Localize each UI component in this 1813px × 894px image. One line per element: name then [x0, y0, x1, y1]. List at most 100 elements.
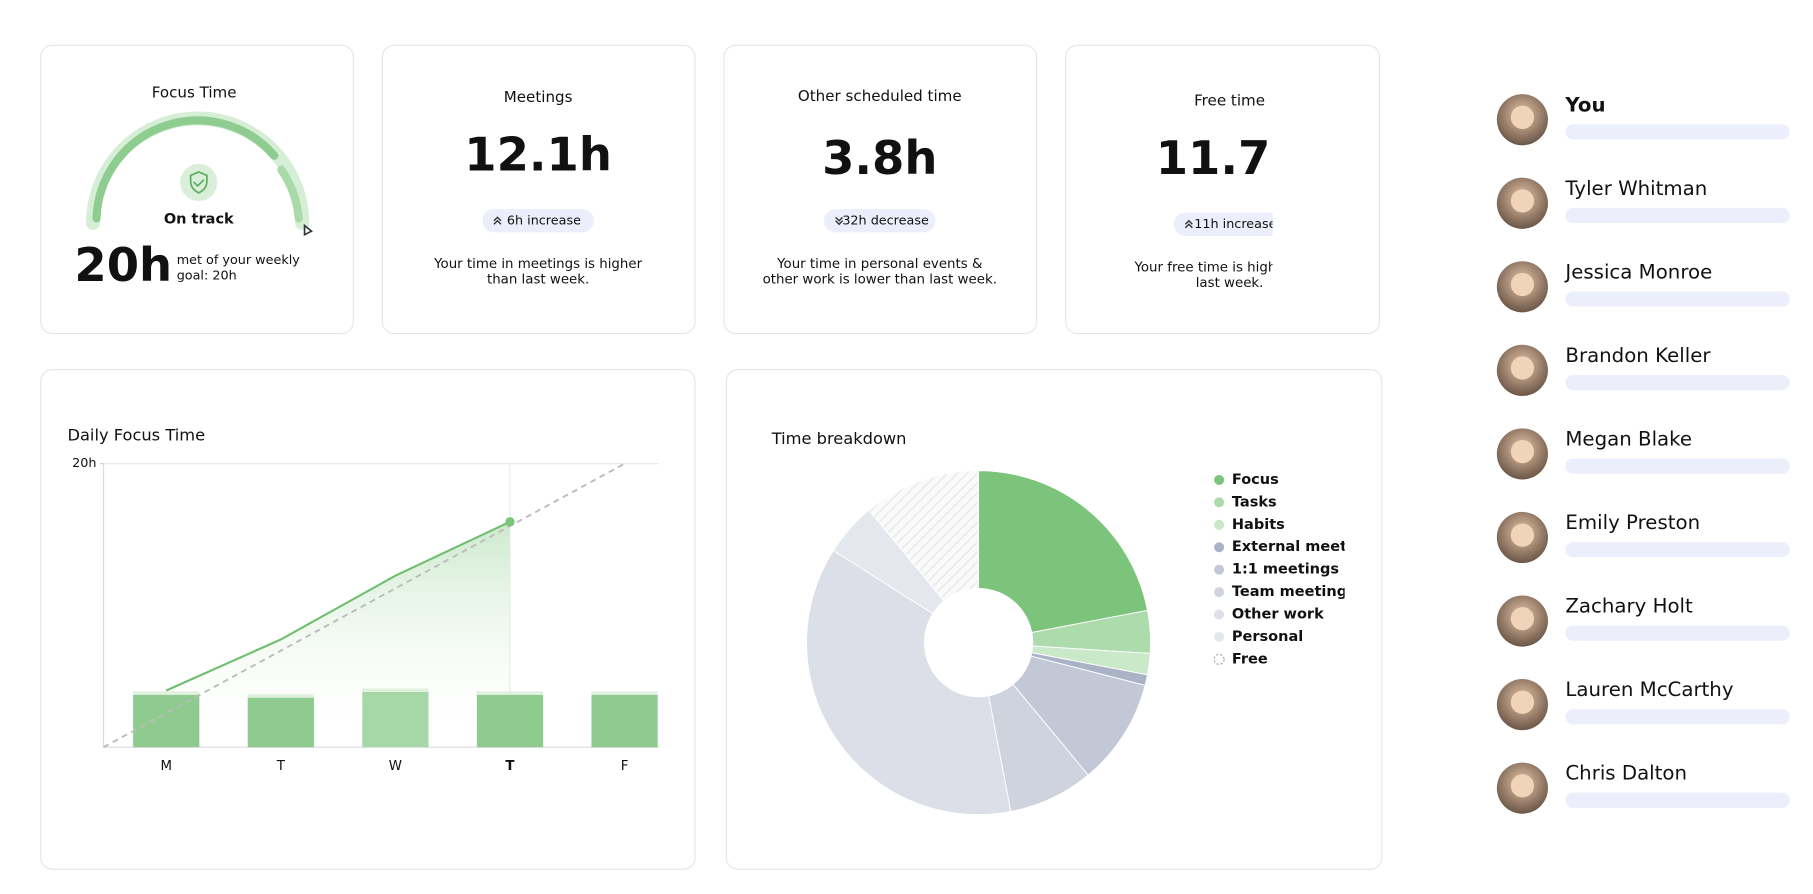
legend-label: Free [1232, 651, 1268, 667]
gauge [86, 111, 313, 237]
text: Your free time is higher than [1133, 260, 1324, 275]
bar-cap [476, 691, 544, 695]
avatar-face [1510, 607, 1535, 631]
legend-swatch [1214, 474, 1225, 485]
person-bar [1565, 542, 1790, 558]
goal-line [103, 462, 626, 749]
avatar-face [1510, 690, 1535, 714]
person-name: Chris Dalton [1565, 762, 1687, 785]
x-tick-label: M [160, 759, 172, 774]
legend-swatch [1214, 587, 1225, 598]
person-name: Emily Preston [1565, 511, 1700, 534]
avatar-face [1510, 523, 1535, 547]
person-name: Jessica Monroe [1563, 260, 1712, 283]
text: 20h [74, 238, 172, 292]
text: than last week. [487, 272, 589, 287]
trend-icon [835, 216, 844, 226]
legend-label: Habits [1232, 517, 1285, 533]
card [723, 44, 1038, 335]
gauge-fill [277, 165, 303, 223]
bar [247, 697, 314, 748]
text: Time breakdown [771, 429, 907, 448]
bar [133, 694, 200, 748]
text: 3.8h [822, 131, 937, 185]
x-tick-label: F [621, 759, 629, 774]
person-bar [1565, 792, 1790, 808]
gauge-fill [92, 116, 279, 223]
legend-swatch [1214, 542, 1225, 553]
text: goal: 20h [177, 268, 237, 283]
badge [482, 209, 594, 233]
text: last week. [1196, 276, 1264, 291]
person-bar [1565, 207, 1790, 224]
card [1065, 44, 1381, 335]
bar [476, 694, 544, 748]
avatar-face [1510, 439, 1535, 464]
badge [1173, 212, 1273, 236]
legend-label: 1:1 meetings [1232, 562, 1339, 578]
card [381, 44, 696, 335]
text: Meetings [504, 88, 573, 106]
trend-icon [1184, 219, 1193, 229]
pie-slice [806, 549, 1012, 816]
avatar-face [1510, 189, 1535, 213]
text: met of your weekly [177, 253, 301, 268]
text: Free time [1194, 92, 1265, 110]
donut-hole [923, 588, 1034, 698]
legend-label: Tasks [1232, 494, 1277, 510]
text: other work is lower than last week. [763, 272, 997, 287]
text: Your time in meetings is higher [433, 257, 642, 272]
bar [591, 694, 658, 748]
legend-swatch [1214, 609, 1225, 620]
person-bar [1565, 709, 1790, 725]
stat-card: Other scheduled time 3.8h 32h decrease Your… [763, 87, 997, 288]
avatar-face [1510, 356, 1535, 380]
person-name: Zachary Holt [1565, 595, 1693, 618]
text: On track [164, 212, 234, 228]
stat-card: Free time 11.7h 11h increase Your free time… [1133, 92, 1324, 291]
legend-swatch [1214, 519, 1225, 530]
avatar-face [1510, 105, 1535, 129]
stat-card: Meetings 12.1h 6h increase Your time in mee… [433, 88, 642, 287]
person-name: You [1564, 93, 1605, 116]
bar-cap [247, 694, 314, 698]
text: Daily Focus Time [67, 425, 205, 444]
gauge-marker [303, 223, 313, 237]
text: 11h increase [1194, 217, 1276, 232]
legend-label: Personal [1232, 629, 1303, 645]
cumulative-line [165, 520, 511, 692]
avatar-face [1510, 272, 1535, 297]
x-tick-label: T [276, 759, 286, 774]
person-name: Lauren McCarthy [1565, 678, 1733, 701]
bar-cap [133, 691, 200, 695]
badge [823, 209, 936, 233]
person-name: Tyler Whitman [1564, 177, 1707, 200]
text: 32h decrease [842, 213, 929, 228]
text: 11.7h [1156, 131, 1304, 185]
text: 12.1h [464, 128, 612, 182]
text: Other scheduled time [798, 87, 962, 105]
legend-swatch [1213, 653, 1225, 665]
text: Focus Time [152, 83, 237, 101]
shield-badge [180, 163, 218, 202]
legend-swatch [1214, 497, 1225, 508]
pie-slice [978, 470, 1149, 644]
text: Your time in personal events & [776, 257, 982, 272]
trend-icon [493, 216, 502, 225]
y-tick-label: 20h [72, 456, 96, 471]
legend: Focus Tasks Habits External meetings 1:1 mee… [1213, 472, 1381, 667]
today-dot [505, 517, 515, 527]
person-bar [1565, 458, 1790, 474]
bar-cap [591, 691, 658, 695]
person-bar [1565, 291, 1790, 307]
x-tick-label: T [505, 759, 515, 774]
legend-label: External meetings [1232, 539, 1381, 555]
bar-cap [362, 688, 429, 692]
legend-label: Team meetings [1232, 584, 1356, 600]
text: 6h increase [507, 213, 581, 228]
x-tick-label: W [389, 759, 402, 774]
legend-swatch [1214, 564, 1225, 575]
person-bar [1565, 625, 1790, 641]
avatar-face [1510, 774, 1535, 798]
